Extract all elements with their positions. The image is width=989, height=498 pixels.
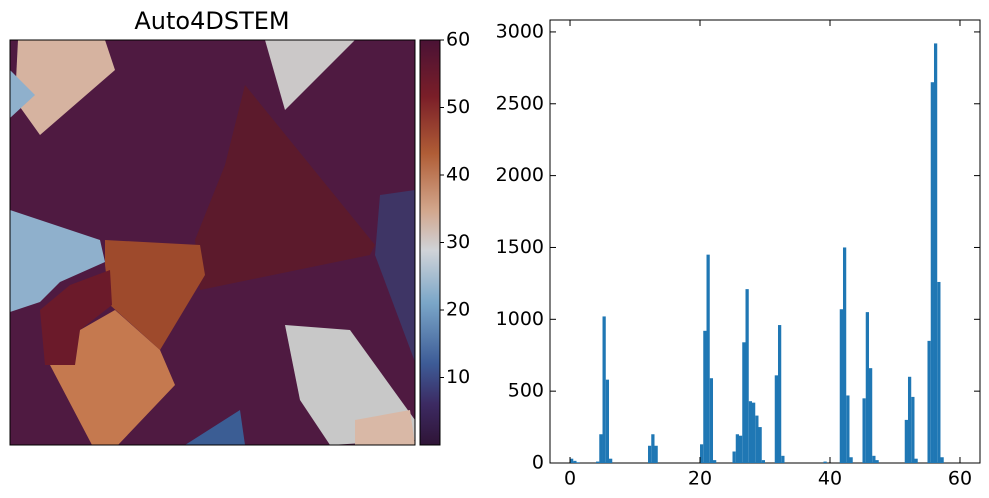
y-tick-label: 0 (532, 452, 544, 474)
hist-bar (777, 325, 782, 463)
hist-bar (940, 457, 944, 463)
hist-bar (865, 312, 869, 463)
hist-bar (748, 401, 753, 463)
hist-bar (839, 309, 843, 463)
colorbar-tick-label: 50 (446, 96, 470, 118)
hist-bar (907, 376, 912, 463)
hist-bar (596, 461, 600, 463)
hist-bar (842, 247, 847, 463)
hist-bar (735, 434, 740, 463)
x-tick-label: 60 (948, 468, 972, 490)
colorbar (419, 39, 441, 446)
hist-bar (927, 340, 931, 463)
orientation-map (9, 39, 416, 446)
hist-bar (849, 457, 853, 463)
hist-bar (654, 445, 658, 463)
hist-frame (549, 19, 981, 464)
hist-bar (739, 435, 743, 463)
hist-bar (576, 462, 580, 463)
y-tick-label: 3000 (496, 20, 544, 42)
hist-bar (846, 395, 850, 463)
hist-bar (823, 461, 827, 463)
colorbar-tick-label: 60 (446, 29, 470, 51)
hist-bar (872, 455, 876, 463)
y-tick-label: 1000 (496, 308, 544, 330)
hist-bar (752, 402, 756, 463)
hist-bar (651, 434, 655, 463)
hist-bar (713, 460, 717, 463)
hist-bar (758, 427, 762, 463)
hist-bar (761, 460, 765, 463)
hist-bar (745, 289, 749, 463)
hist-bar (602, 316, 606, 463)
hist-bar (868, 368, 873, 463)
hist-bar (703, 330, 707, 463)
hist-bar (648, 445, 652, 463)
y-tick-label: 1500 (496, 236, 544, 258)
hist-bar (599, 434, 603, 463)
colorbar-tick-label: 30 (446, 231, 470, 253)
colorbar-tick-label: 40 (446, 164, 470, 186)
hist-bar (732, 451, 736, 463)
hist-bar (706, 254, 710, 463)
hist-bar (914, 458, 918, 463)
x-tick-label: 20 (688, 468, 712, 490)
hist-bar (862, 398, 866, 463)
hist-bar (781, 455, 785, 463)
hist-bar (774, 375, 778, 463)
image-title: Auto4DSTEM (134, 7, 289, 35)
hist-bar (573, 460, 577, 463)
hist-bar (911, 396, 915, 463)
hist-bar (904, 419, 908, 463)
x-tick-label: 0 (564, 468, 576, 490)
hist-bar (700, 444, 704, 463)
hist-bar (742, 342, 746, 463)
y-tick-label: 500 (508, 380, 544, 402)
hist-bar (930, 82, 934, 463)
hist-bar (605, 379, 610, 463)
hist-bar (609, 458, 613, 463)
y-tick-label: 2500 (496, 92, 544, 114)
colorbar-tick-label: 10 (446, 366, 470, 388)
hist-bar (937, 281, 941, 463)
hist-bar (755, 415, 759, 463)
y-tick-label: 2000 (496, 164, 544, 186)
hist-bar (933, 43, 938, 464)
hist-bar (709, 378, 714, 463)
colorbar-tick-label: 20 (446, 299, 470, 321)
hist-bar (875, 460, 879, 463)
x-tick-label: 40 (818, 468, 842, 490)
hist-bar (570, 458, 574, 463)
